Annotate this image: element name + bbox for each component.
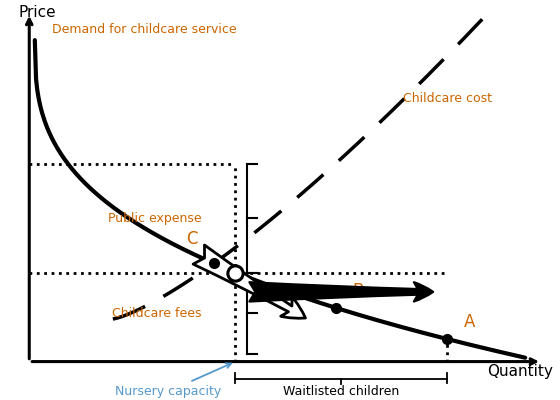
Text: Price: Price — [18, 5, 56, 20]
Text: Childcare fees: Childcare fees — [113, 307, 202, 320]
Text: Waitlisted children: Waitlisted children — [283, 385, 399, 398]
Text: Quantity: Quantity — [487, 364, 553, 378]
Text: B: B — [352, 282, 364, 300]
Text: Nursery capacity: Nursery capacity — [115, 363, 231, 398]
Text: Public expense: Public expense — [109, 212, 202, 225]
Text: Childcare cost: Childcare cost — [403, 92, 492, 105]
Text: Demand for childcare service: Demand for childcare service — [52, 23, 236, 36]
Text: C: C — [186, 230, 197, 248]
Text: A: A — [464, 313, 475, 331]
